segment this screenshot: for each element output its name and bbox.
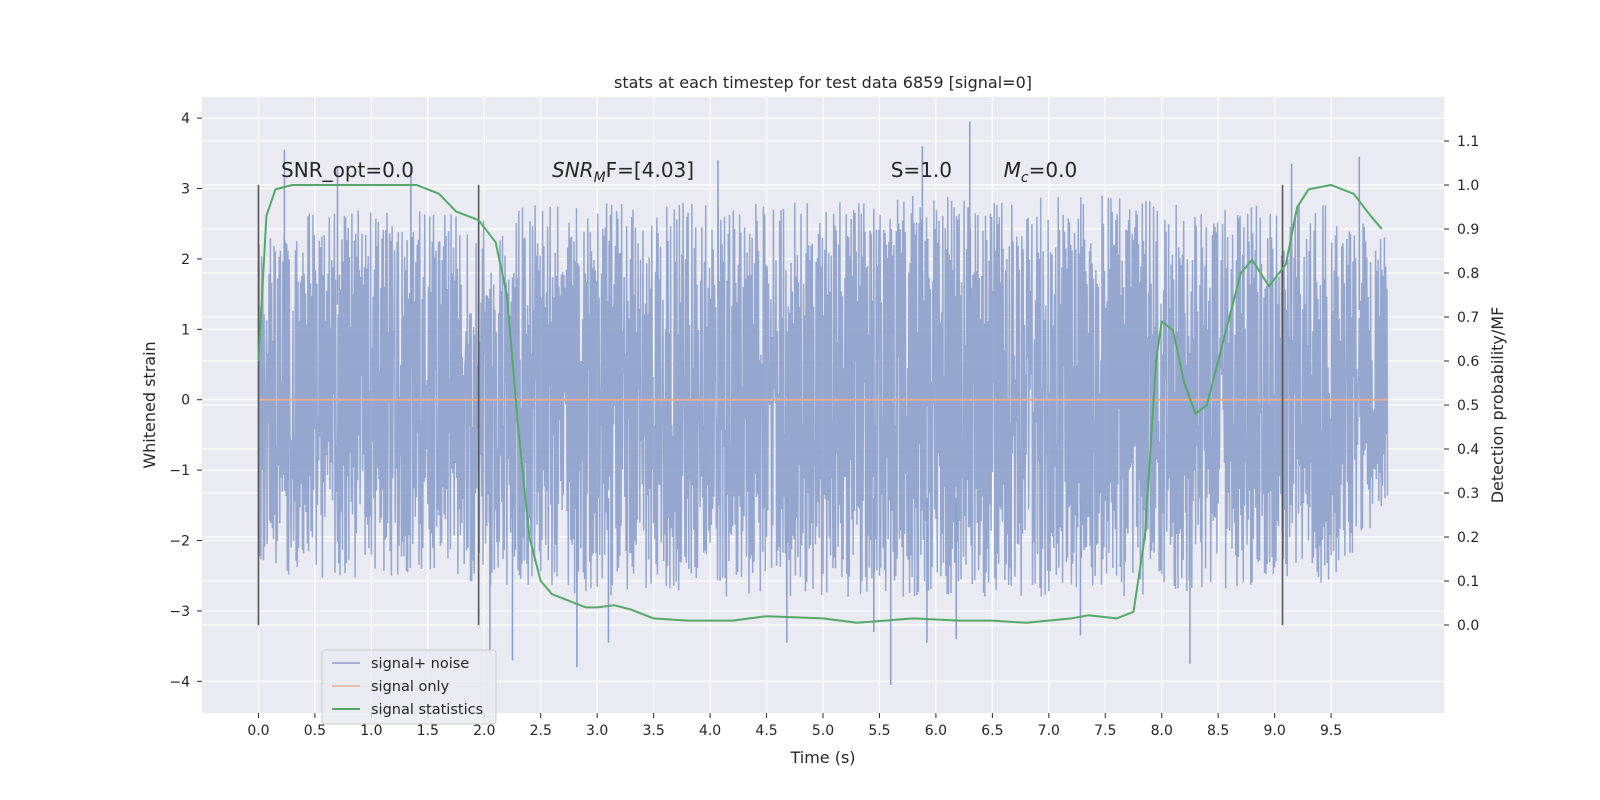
x-tick-label: 9.0 — [1264, 723, 1286, 739]
y2-tick-label: 1.0 — [1457, 178, 1479, 194]
signal-statistics-line — [257, 184, 1383, 624]
y2-tick-label: 1.1 — [1457, 134, 1479, 150]
x-tick-label: 2.0 — [473, 723, 495, 739]
series-signal-statistics — [257, 184, 1383, 624]
y2-tick-label: 0.2 — [1457, 530, 1479, 546]
x-tick-label: 9.5 — [1320, 723, 1342, 739]
y2-tick-label: 0.4 — [1457, 442, 1479, 458]
x-tick-label: 6.0 — [925, 723, 947, 739]
y-tick-label: 2 — [181, 252, 190, 268]
annotations: SNR_opt=0.0 SNRMF=[4.03] S=1.0 Mc=0.0 — [281, 158, 1077, 186]
legend-label-signal-statistics: signal statistics — [371, 702, 483, 718]
y-tick-label: 1 — [181, 322, 190, 338]
x-tick-label: 7.5 — [1094, 723, 1116, 739]
y-tick-label: 3 — [181, 182, 190, 198]
x-tick-label: 5.0 — [812, 723, 834, 739]
x-axis-ticks: 0.0 0.5 1.0 1.5 2.0 2.5 3.0 3.5 4.0 4.5 5.0 5.5 6.0 6… — [247, 713, 1342, 739]
y2-axis-ticks: 0.0 0.1 0.2 0.3 0.4 0.5 0.6 0.7 0.8 0.9 1.0 1.1 — [1444, 134, 1479, 634]
signal-noise-line — [257, 195, 1389, 597]
y-axis-label: Whitened strain — [140, 341, 159, 468]
series-signal-noise — [257, 121, 1389, 685]
y-tick-label: −3 — [169, 604, 190, 620]
annotation-0: SNR_opt=0.0 — [281, 158, 414, 182]
legend-label-signal-only: signal only — [371, 679, 450, 695]
x-axis-label: Time (s) — [789, 748, 855, 767]
x-tick-label: 8.0 — [1151, 723, 1173, 739]
x-tick-label: 6.5 — [981, 723, 1003, 739]
x-tick-label: 2.5 — [530, 723, 552, 739]
annotation-3: Mc=0.0 — [1004, 158, 1078, 186]
x-tick-label: 0.0 — [247, 723, 269, 739]
y-tick-label: −1 — [169, 463, 190, 479]
y-tick-label: −2 — [169, 534, 190, 550]
annotation-2: S=1.0 — [891, 158, 952, 182]
x-tick-label: 3.5 — [643, 723, 665, 739]
y2-tick-label: 0.7 — [1457, 310, 1479, 326]
legend-label-signal-noise: signal+ noise — [371, 656, 469, 672]
x-tick-label: 4.5 — [755, 723, 777, 739]
vertical-markers — [257, 185, 1284, 625]
y-tick-label: 0 — [181, 393, 190, 409]
x-tick-label: 8.5 — [1207, 723, 1229, 739]
x-tick-label: 7.0 — [1038, 723, 1060, 739]
x-tick-label: 5.5 — [868, 723, 890, 739]
y-tick-label: 4 — [181, 111, 190, 127]
y2-tick-label: 0.6 — [1457, 354, 1479, 370]
legend: signal+ noise signal only signal statist… — [321, 649, 497, 725]
annotation-1: SNRMF=[4.03] — [552, 158, 694, 186]
y2-tick-label: 0.0 — [1457, 618, 1479, 634]
y2-tick-label: 0.9 — [1457, 222, 1479, 238]
x-tick-label: 0.5 — [304, 723, 326, 739]
y2-tick-label: 0.3 — [1457, 486, 1479, 502]
x-tick-label: 1.5 — [417, 723, 439, 739]
legend-box — [321, 649, 497, 725]
x-tick-label: 4.0 — [699, 723, 721, 739]
y2-tick-label: 0.1 — [1457, 574, 1479, 590]
y2-tick-label: 0.5 — [1457, 398, 1479, 414]
y-tick-label: −4 — [169, 674, 190, 690]
x-tick-label: 3.0 — [586, 723, 608, 739]
y2-tick-label: 0.8 — [1457, 266, 1479, 282]
y-axis-ticks: −4 −3 −2 −1 0 1 2 3 4 — [169, 111, 202, 690]
chart-title: stats at each timestep for test data 685… — [614, 73, 1032, 92]
y2-axis-label: Detection probability/MF — [1488, 307, 1507, 504]
x-tick-label: 1.0 — [360, 723, 382, 739]
